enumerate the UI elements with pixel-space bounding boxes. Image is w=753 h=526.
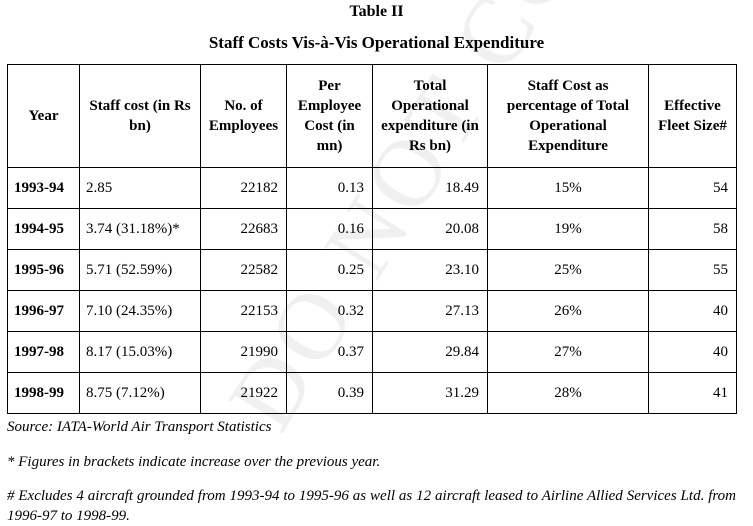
fleet-size-cell: 58 bbox=[648, 208, 737, 250]
employees-cell: 22582 bbox=[200, 249, 287, 291]
per-employee-cost-cell: 0.13 bbox=[286, 167, 373, 209]
year-cell: 1994-95 bbox=[7, 208, 80, 250]
fleet-size-cell: 55 bbox=[648, 249, 737, 291]
total-expenditure-cell: 20.08 bbox=[372, 208, 488, 250]
year-cell: 1997-98 bbox=[7, 331, 80, 373]
percentage-cell: 26% bbox=[487, 290, 649, 332]
employees-cell: 21990 bbox=[200, 331, 287, 373]
staff-cost-cell: 2.85 bbox=[79, 167, 201, 209]
total-expenditure-cell: 18.49 bbox=[372, 167, 488, 209]
total-expenditure-cell: 23.10 bbox=[372, 249, 488, 291]
column-header-per-employee-cost: Per Employee Cost (in mn) bbox=[286, 64, 373, 168]
table-row: 1998-99 8.75 (7.12%) 21922 0.39 31.29 28… bbox=[7, 372, 737, 414]
column-header-fleet-size: Effective Fleet Size# bbox=[648, 64, 737, 168]
staff-cost-cell: 8.17 (15.03%) bbox=[79, 331, 201, 373]
per-employee-cost-cell: 0.39 bbox=[286, 372, 373, 414]
table-row: 1996-97 7.10 (24.35%) 22153 0.32 27.13 2… bbox=[7, 290, 737, 332]
year-cell: 1998-99 bbox=[7, 372, 80, 414]
staff-cost-table: Year Staff cost (in Rs bn) No. of Employ… bbox=[7, 64, 737, 414]
staff-cost-cell: 7.10 (24.35%) bbox=[79, 290, 201, 332]
per-employee-cost-cell: 0.32 bbox=[286, 290, 373, 332]
table-row: 1994-95 3.74 (31.18%)* 22683 0.16 20.08 … bbox=[7, 208, 737, 250]
per-employee-cost-cell: 0.16 bbox=[286, 208, 373, 250]
source-note: Source: IATA-World Air Transport Statist… bbox=[7, 419, 272, 435]
table-label: Table II bbox=[349, 3, 404, 20]
total-expenditure-cell: 31.29 bbox=[372, 372, 488, 414]
employees-cell: 22182 bbox=[200, 167, 287, 209]
percentage-cell: 25% bbox=[487, 249, 649, 291]
fleet-footnote: # Excludes 4 aircraft grounded from 1993… bbox=[7, 488, 736, 524]
total-expenditure-cell: 27.13 bbox=[372, 290, 488, 332]
staff-cost-cell: 5.71 (52.59%) bbox=[79, 249, 201, 291]
year-cell: 1996-97 bbox=[7, 290, 80, 332]
table-row: 1995-96 5.71 (52.59%) 22582 0.25 23.10 2… bbox=[7, 249, 737, 291]
percentage-cell: 15% bbox=[487, 167, 649, 209]
year-cell: 1993-94 bbox=[7, 167, 80, 209]
employees-cell: 22683 bbox=[200, 208, 287, 250]
percentage-cell: 27% bbox=[487, 331, 649, 373]
column-header-staff-cost: Staff cost (in Rs bn) bbox=[79, 64, 201, 168]
header-row: Year Staff cost (in Rs bn) No. of Employ… bbox=[7, 64, 737, 168]
staff-cost-cell: 3.74 (31.18%)* bbox=[79, 208, 201, 250]
per-employee-cost-cell: 0.25 bbox=[286, 249, 373, 291]
brackets-footnote: * Figures in brackets indicate increase … bbox=[7, 454, 381, 470]
table-row: 1993-94 2.85 22182 0.13 18.49 15% 54 bbox=[7, 167, 737, 209]
fleet-size-cell: 40 bbox=[648, 290, 737, 332]
year-cell: 1995-96 bbox=[7, 249, 80, 291]
table-row: 1997-98 8.17 (15.03%) 21990 0.37 29.84 2… bbox=[7, 331, 737, 373]
column-header-staff-cost-percentage: Staff Cost as percentage of Total Operat… bbox=[487, 64, 649, 168]
total-expenditure-cell: 29.84 bbox=[372, 331, 488, 373]
column-header-year: Year bbox=[7, 64, 80, 168]
employees-cell: 21922 bbox=[200, 372, 287, 414]
per-employee-cost-cell: 0.37 bbox=[286, 331, 373, 373]
percentage-cell: 28% bbox=[487, 372, 649, 414]
staff-cost-cell: 8.75 (7.12%) bbox=[79, 372, 201, 414]
column-header-employees: No. of Employees bbox=[200, 64, 287, 168]
fleet-size-cell: 41 bbox=[648, 372, 737, 414]
fleet-size-cell: 40 bbox=[648, 331, 737, 373]
percentage-cell: 19% bbox=[487, 208, 649, 250]
employees-cell: 22153 bbox=[200, 290, 287, 332]
column-header-total-expenditure: Total Operational expenditure (in Rs bn) bbox=[372, 64, 488, 168]
fleet-size-cell: 54 bbox=[648, 167, 737, 209]
table-title: Staff Costs Vis-à-Vis Operational Expend… bbox=[208, 33, 545, 52]
